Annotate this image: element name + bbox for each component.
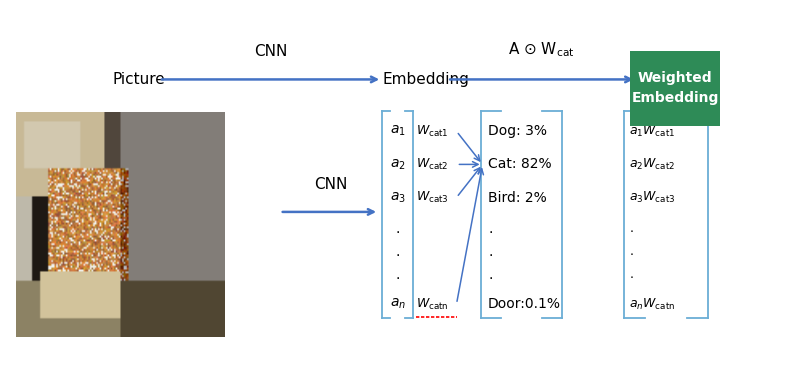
Text: $\cdot$: $\cdot$ (395, 224, 400, 237)
Text: Picture: Picture (112, 72, 165, 87)
Text: Door:0.1%: Door:0.1% (487, 297, 561, 311)
Text: $\cdot$: $\cdot$ (629, 270, 634, 283)
Text: $\cdot$: $\cdot$ (395, 247, 400, 261)
Text: Bird: 2%: Bird: 2% (487, 190, 546, 205)
Text: $a_1W_{\mathregular{cat1}}$: $a_1W_{\mathregular{cat1}}$ (629, 124, 675, 139)
Text: CNN: CNN (254, 44, 287, 59)
Text: $W_{\mathregular{catn}}$: $W_{\mathregular{catn}}$ (416, 297, 449, 312)
Text: $W_{\mathregular{cat3}}$: $W_{\mathregular{cat3}}$ (416, 190, 449, 205)
Text: A $\odot$ W$_{\mathregular{cat}}$: A $\odot$ W$_{\mathregular{cat}}$ (509, 41, 575, 59)
Text: $\cdot$: $\cdot$ (487, 224, 493, 237)
Text: $W_{\mathregular{cat2}}$: $W_{\mathregular{cat2}}$ (416, 157, 449, 172)
Text: $a_1$: $a_1$ (390, 124, 406, 138)
Text: CNN: CNN (314, 177, 348, 192)
FancyBboxPatch shape (630, 50, 720, 126)
Text: $\cdot$: $\cdot$ (487, 270, 493, 284)
Text: $W_{\mathregular{cat1}}$: $W_{\mathregular{cat1}}$ (416, 124, 449, 139)
Text: $\cdot$: $\cdot$ (395, 270, 400, 284)
Text: $\cdot$: $\cdot$ (629, 224, 634, 237)
Text: $a_3$: $a_3$ (390, 190, 406, 205)
Text: Embedding: Embedding (382, 72, 469, 87)
Text: $\cdot$: $\cdot$ (629, 247, 634, 260)
Text: $a_2W_{\mathregular{cat2}}$: $a_2W_{\mathregular{cat2}}$ (629, 157, 675, 172)
Text: $a_2$: $a_2$ (390, 157, 406, 172)
Text: $a_3W_{\mathregular{cat3}}$: $a_3W_{\mathregular{cat3}}$ (629, 190, 675, 205)
Text: Cat: 82%: Cat: 82% (487, 157, 551, 171)
Text: $\cdot$: $\cdot$ (487, 247, 493, 261)
Text: Dog: 3%: Dog: 3% (487, 124, 546, 138)
Text: Weighted
Embedding: Weighted Embedding (631, 71, 718, 105)
Text: $a_nW_{\mathregular{catn}}$: $a_nW_{\mathregular{catn}}$ (629, 297, 675, 312)
Text: $a_n$: $a_n$ (390, 297, 406, 311)
